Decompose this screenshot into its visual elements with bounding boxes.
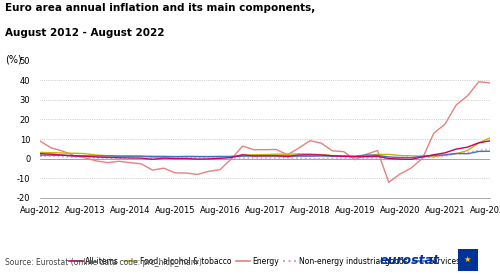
Text: (%): (%) xyxy=(5,55,22,65)
Text: eurostat: eurostat xyxy=(380,254,440,267)
Text: ★: ★ xyxy=(464,255,471,264)
Legend: All-items, Food, alcohol & tobacco, Energy, Non-energy industrial goods, Service: All-items, Food, alcohol & tobacco, Ener… xyxy=(66,254,464,269)
Text: Source: Eurostat (online data code: prc_hicp_manr): Source: Eurostat (online data code: prc_… xyxy=(5,258,202,267)
Text: Euro area annual inflation and its main components,: Euro area annual inflation and its main … xyxy=(5,3,316,13)
Text: August 2012 - August 2022: August 2012 - August 2022 xyxy=(5,28,164,37)
